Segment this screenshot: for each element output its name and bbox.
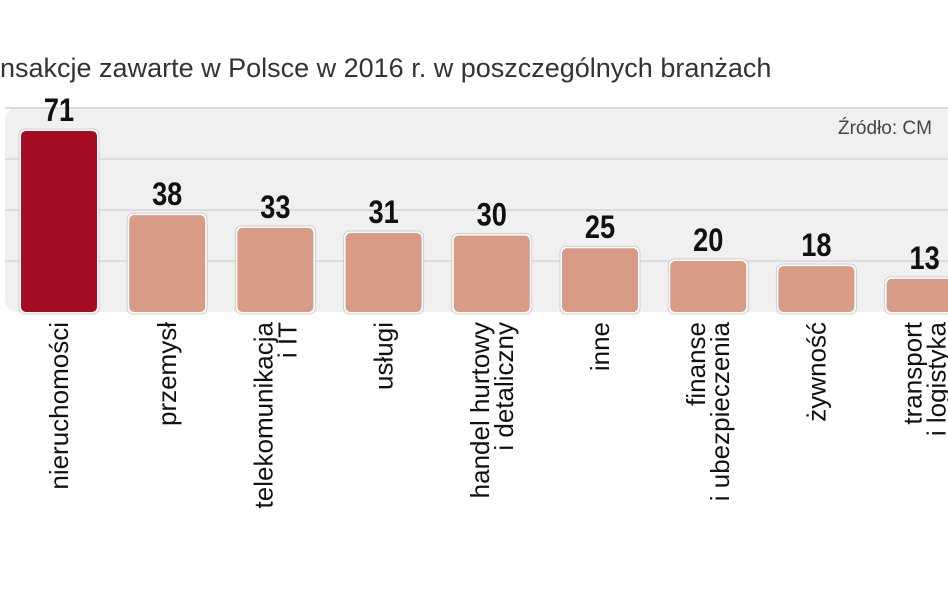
data-label: 30 [477,197,507,233]
bar [453,235,530,312]
data-label: 13 [909,241,939,277]
bar [670,261,747,312]
category-label: inne [585,322,615,371]
bar [129,215,206,312]
bar [886,278,948,312]
category-label: i IT [272,322,302,358]
category-label: usługi [369,322,399,390]
data-label: 38 [152,177,182,213]
category-label: i detaliczny [489,322,519,451]
data-label: 31 [368,195,398,231]
data-label: 25 [585,210,615,246]
data-label: 18 [801,228,831,264]
bar [778,266,855,312]
data-label: 71 [44,93,74,129]
bar [562,248,638,312]
data-label: 20 [693,223,723,259]
category-label: i ubezpieczenia [705,321,735,501]
bar [345,232,422,312]
bar [237,227,314,312]
bar [21,130,97,312]
category-label: przemysł [152,322,182,426]
chart-title: nsakcje zawarte w Polsce w 2016 r. w pos… [0,53,771,83]
category-label: handel hurtowy [465,322,495,498]
source-label: Źródło: CM [838,118,932,139]
category-label: telekomunikacja [248,321,278,508]
category-label: nieruchomości [44,322,74,490]
category-label: finanse [681,322,711,406]
data-label: 33 [260,190,290,226]
category-label: transport [898,321,928,424]
category-label: i logistyka [922,321,948,436]
category-label: żywność [801,322,831,422]
